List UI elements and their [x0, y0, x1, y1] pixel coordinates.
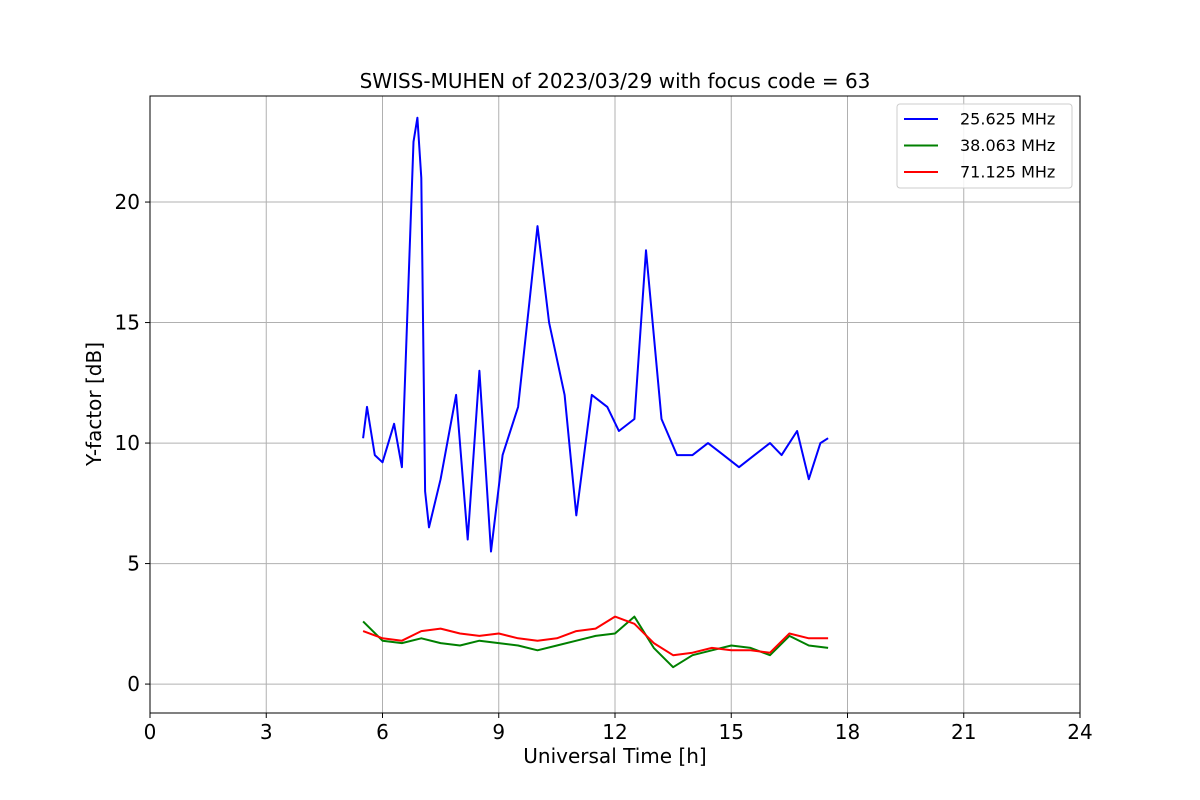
x-tick-label: 3: [260, 720, 273, 744]
y-axis-label: Y-factor [dB]: [82, 342, 106, 467]
x-tick-label: 15: [719, 720, 744, 744]
grid: [149, 96, 1081, 713]
series-line-3: [362, 615, 829, 657]
y-tick-label: 10: [115, 431, 140, 455]
legend-label: 38.063 MHz: [960, 136, 1055, 155]
x-axis-label: Universal Time [h]: [523, 744, 706, 768]
series-line-1: [362, 116, 829, 553]
x-tick-label: 0: [144, 720, 157, 744]
y-tick-label: 5: [127, 552, 140, 576]
plot-lines: [362, 116, 829, 669]
x-tick-label: 12: [602, 720, 627, 744]
y-tick-label: 20: [115, 190, 140, 214]
chart-title: SWISS-MUHEN of 2023/03/29 with focus cod…: [360, 69, 871, 93]
y-ticks: 0 5 10 15 20: [115, 190, 150, 696]
x-tick-label: 21: [951, 720, 976, 744]
y-tick-label: 0: [127, 672, 140, 696]
legend-label: 71.125 MHz: [960, 163, 1055, 182]
x-tick-label: 9: [492, 720, 505, 744]
x-tick-label: 24: [1067, 720, 1092, 744]
legend-box: [896, 103, 1073, 189]
series-line-2: [362, 615, 829, 669]
legend-label: 25.625 MHz: [960, 110, 1055, 129]
y-tick-label: 15: [115, 311, 140, 335]
x-tick-label: 6: [376, 720, 389, 744]
x-tick-label: 18: [835, 720, 860, 744]
x-ticks: 0 3 6 9 12 15 18 21 24: [144, 713, 1093, 744]
legend: 25.625 MHz 38.063 MHz 71.125 MHz: [896, 103, 1073, 189]
